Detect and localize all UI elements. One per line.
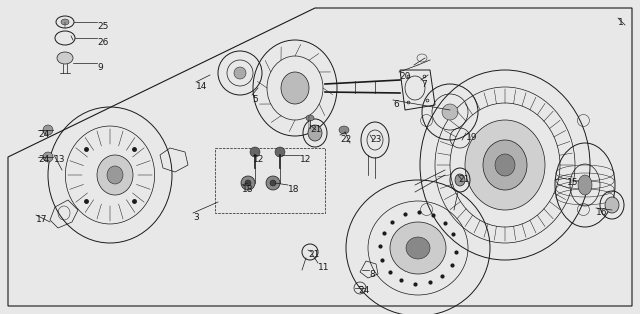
Ellipse shape <box>455 174 465 186</box>
Text: 22: 22 <box>340 135 351 144</box>
Text: 23: 23 <box>370 135 381 144</box>
Ellipse shape <box>306 115 314 121</box>
Text: 20: 20 <box>399 72 410 81</box>
Ellipse shape <box>275 147 285 157</box>
Text: 8: 8 <box>369 270 375 279</box>
Ellipse shape <box>339 126 349 134</box>
Ellipse shape <box>442 104 458 120</box>
Text: 9: 9 <box>97 63 103 72</box>
Text: 1: 1 <box>618 18 624 27</box>
Text: 25: 25 <box>97 22 108 31</box>
Ellipse shape <box>234 67 246 79</box>
Ellipse shape <box>390 222 446 274</box>
Ellipse shape <box>495 154 515 176</box>
Text: 21: 21 <box>308 250 319 259</box>
Text: 15: 15 <box>567 178 579 187</box>
Ellipse shape <box>266 176 280 190</box>
Ellipse shape <box>61 19 69 25</box>
Text: 11: 11 <box>318 263 330 272</box>
Text: 18: 18 <box>288 185 300 194</box>
Ellipse shape <box>308 125 322 141</box>
Text: 21: 21 <box>310 125 321 134</box>
Text: 14: 14 <box>196 82 207 91</box>
Ellipse shape <box>107 166 123 184</box>
Text: 24: 24 <box>38 155 49 164</box>
Text: 7: 7 <box>421 80 427 89</box>
Ellipse shape <box>43 125 53 135</box>
Text: 16: 16 <box>596 208 607 217</box>
Ellipse shape <box>241 176 255 190</box>
Text: 13: 13 <box>54 155 65 164</box>
Ellipse shape <box>483 140 527 190</box>
Ellipse shape <box>245 180 251 186</box>
Text: 21: 21 <box>458 175 469 184</box>
Text: 19: 19 <box>466 133 477 142</box>
Ellipse shape <box>578 175 592 195</box>
Ellipse shape <box>57 52 73 64</box>
Text: 26: 26 <box>97 38 108 47</box>
Text: 24: 24 <box>358 286 369 295</box>
Text: 6: 6 <box>393 100 399 109</box>
Ellipse shape <box>270 180 276 186</box>
Ellipse shape <box>43 152 53 162</box>
Text: 18: 18 <box>242 185 253 194</box>
Ellipse shape <box>605 197 619 213</box>
Text: 12: 12 <box>253 155 264 164</box>
Text: 24: 24 <box>38 130 49 139</box>
Text: 12: 12 <box>300 155 312 164</box>
Text: 3: 3 <box>193 213 199 222</box>
Text: 5: 5 <box>252 95 258 104</box>
Ellipse shape <box>97 155 133 195</box>
Ellipse shape <box>250 147 260 157</box>
Text: 17: 17 <box>36 215 47 224</box>
Ellipse shape <box>465 120 545 210</box>
Ellipse shape <box>281 72 309 104</box>
Ellipse shape <box>406 237 430 259</box>
